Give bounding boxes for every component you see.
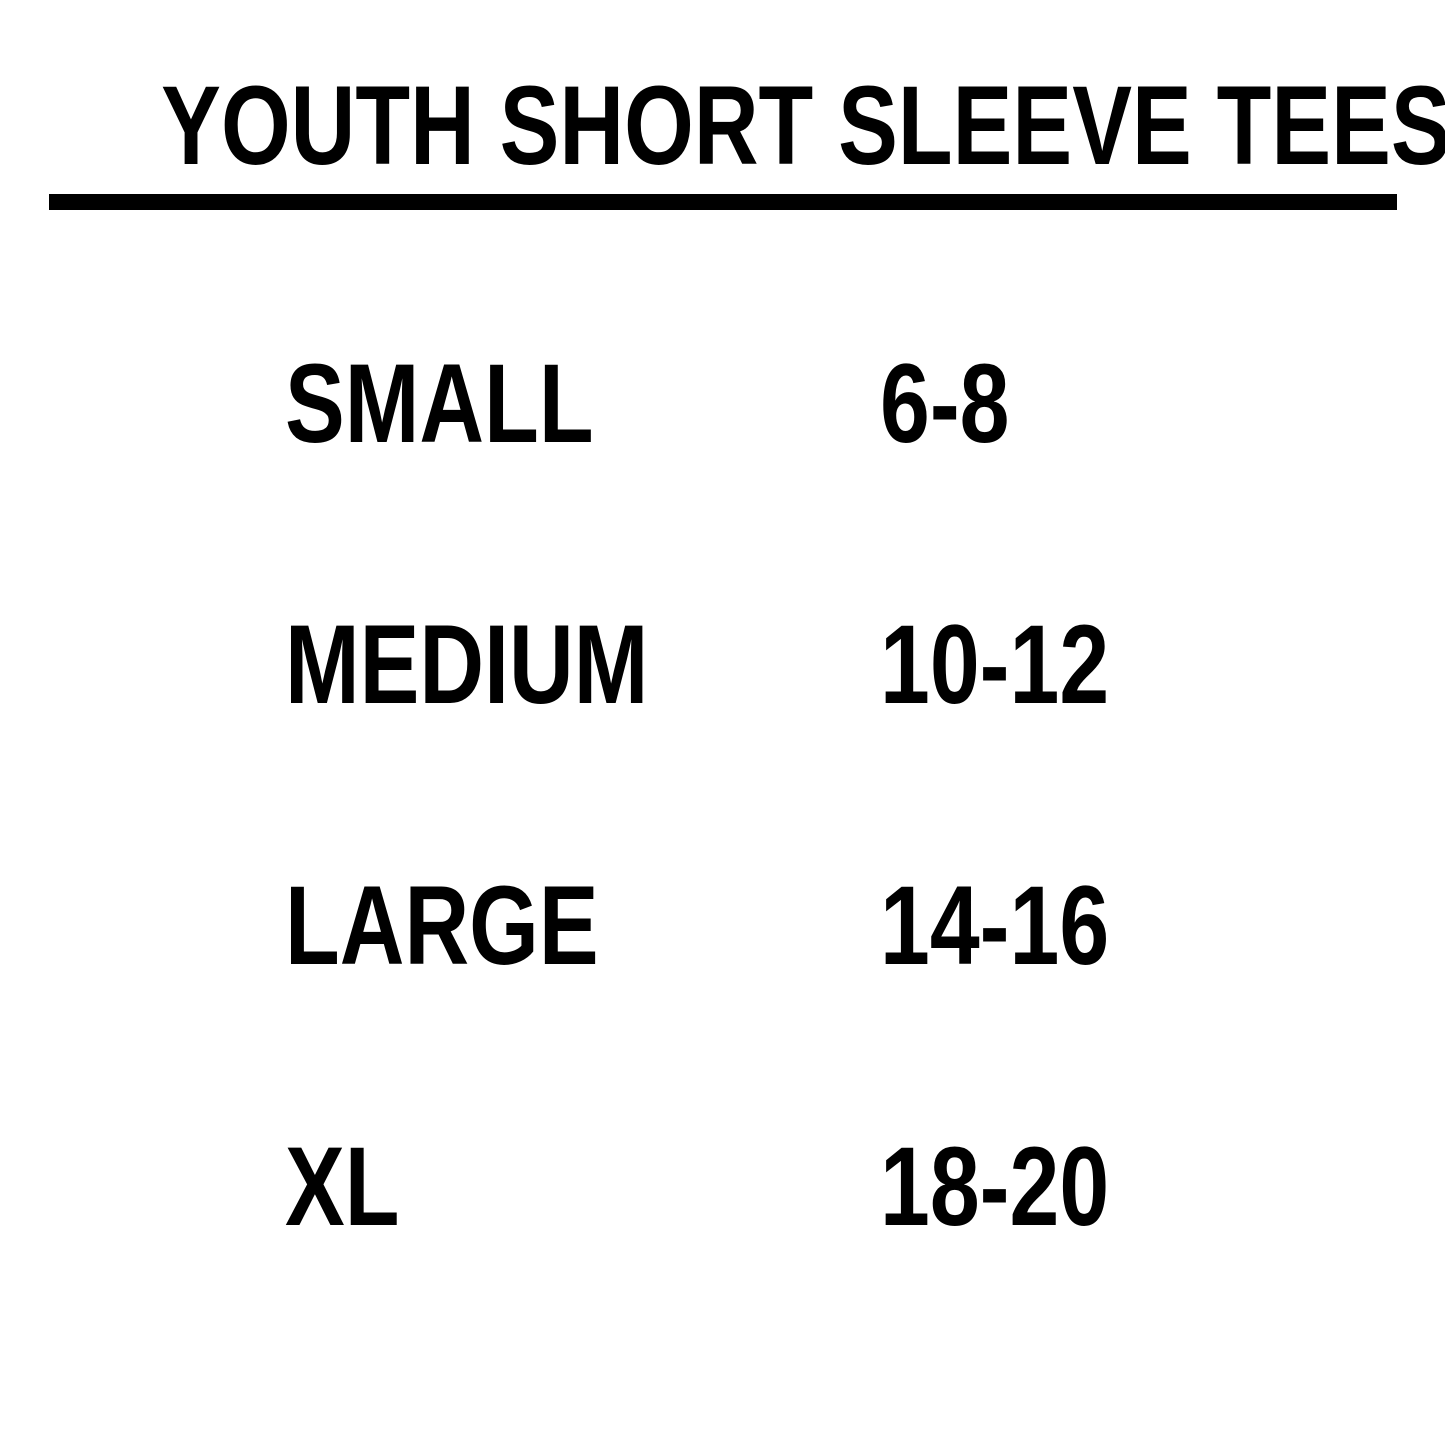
page-title-text: YOUTH SHORT SLEEVE TEES [161,63,1445,188]
title-underline-rule [49,194,1397,210]
size-range: 10-12 [880,602,1110,727]
size-label: LARGE [285,863,599,988]
size-label: MEDIUM [285,602,649,727]
size-label-cell: LARGE [285,870,880,982]
table-row: SMALL 6-8 [285,348,1385,460]
size-label-cell: MEDIUM [285,609,880,721]
size-range: 14-16 [880,863,1110,988]
size-range-cell: 14-16 [880,870,1385,982]
size-range-cell: 18-20 [880,1131,1385,1243]
size-range-cell: 6-8 [880,348,1385,460]
table-row: LARGE 14-16 [285,870,1385,982]
table-row: MEDIUM 10-12 [285,609,1385,721]
page-title: YOUTH SHORT SLEEVE TEES [0,70,1445,216]
size-range: 6-8 [880,341,1010,466]
size-range: 18-20 [880,1124,1110,1249]
size-chart-table: SMALL 6-8 MEDIUM 10-12 LARGE 14-16 XL 18… [285,348,1385,1243]
table-row: XL 18-20 [285,1131,1385,1243]
size-range-cell: 10-12 [880,609,1385,721]
size-label-cell: SMALL [285,348,880,460]
size-label-cell: XL [285,1131,880,1243]
size-label: SMALL [285,341,594,466]
size-label: XL [285,1124,400,1249]
